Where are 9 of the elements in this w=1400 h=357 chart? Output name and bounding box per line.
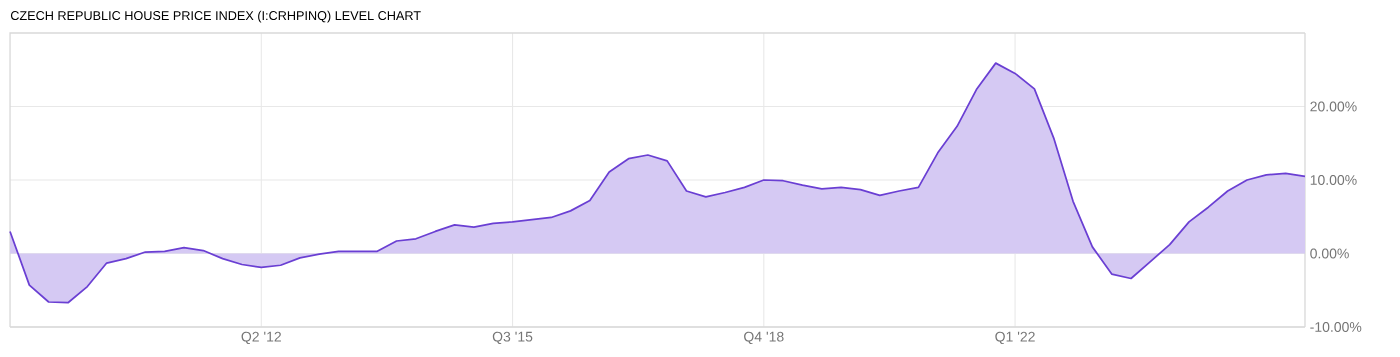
y-tick-label: 10.00%: [1310, 175, 1357, 185]
x-tick-label: Q3 '15: [492, 331, 533, 345]
x-tick-label: Q1 '22: [995, 331, 1035, 345]
y-tick-label: -10.00%: [1310, 322, 1362, 332]
y-tick-label: 0.00%: [1310, 248, 1349, 259]
x-tick-label: Q4 '18: [744, 331, 784, 345]
x-tick-label: Q2 '12: [241, 331, 281, 345]
y-tick-label: 20.00%: [1310, 101, 1357, 112]
chart-title: CZECH REPUBLIC HOUSE PRICE INDEX (I:CRHPINQ) LEVEL CHART: [10, 10, 421, 23]
